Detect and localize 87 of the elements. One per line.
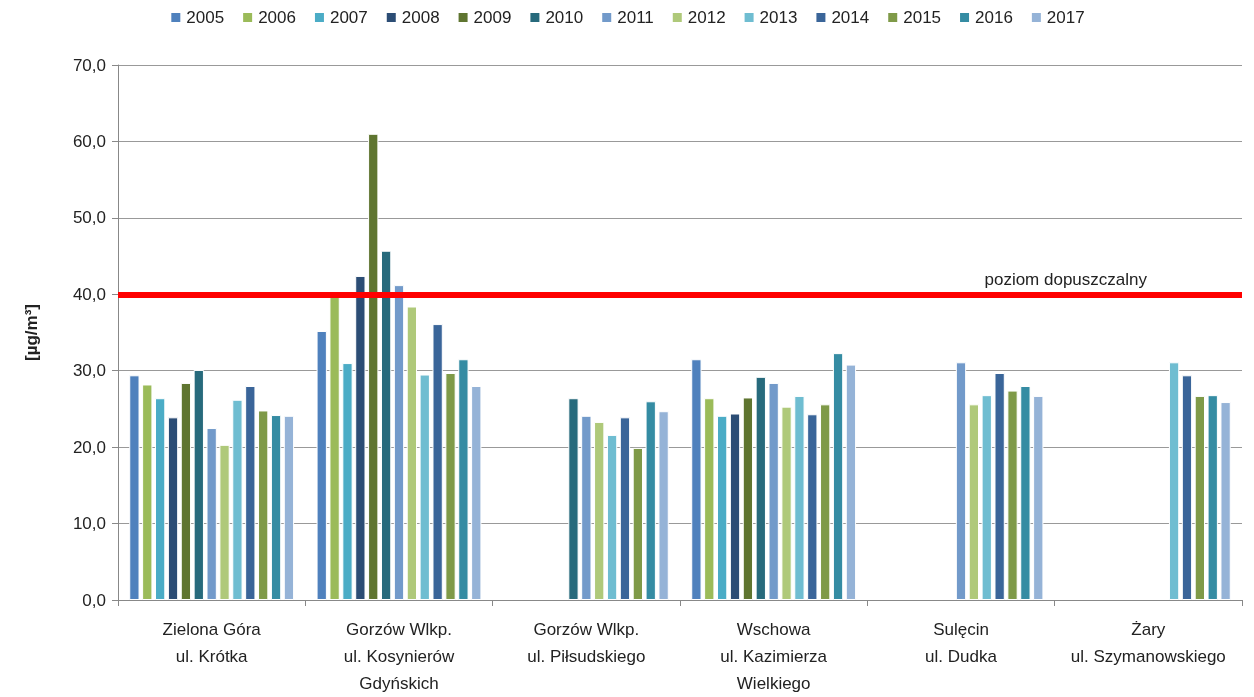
bar	[1181, 375, 1193, 600]
bar	[845, 364, 857, 600]
bar	[129, 375, 140, 600]
bar	[155, 398, 166, 600]
bar	[355, 275, 366, 600]
bar	[445, 373, 456, 600]
bar	[283, 415, 295, 600]
bar	[471, 386, 482, 600]
bar	[167, 417, 179, 600]
y-tick-label: 30,0	[72, 361, 106, 381]
legend-label: 2008	[401, 8, 440, 27]
bar	[994, 373, 1005, 600]
x-tick-label: Zielona Góra ul. Krótka	[162, 620, 262, 666]
legend-label: 2015	[903, 8, 942, 27]
bar	[368, 133, 379, 600]
legend-label: 2005	[186, 8, 225, 27]
bar	[180, 382, 192, 600]
bar	[219, 444, 230, 600]
bar	[729, 413, 741, 600]
bar	[258, 410, 269, 600]
bar	[393, 285, 405, 600]
bar	[1033, 395, 1044, 600]
bar	[981, 395, 992, 600]
y-tick-label: 0,0	[82, 590, 106, 610]
bar	[270, 415, 282, 600]
bar	[717, 415, 728, 600]
bar	[807, 414, 818, 600]
bar	[1007, 390, 1018, 600]
bar	[245, 386, 256, 600]
bar	[594, 421, 605, 600]
legend-label: 2016	[975, 8, 1013, 27]
bar	[419, 374, 430, 600]
bar	[645, 401, 656, 600]
bar	[742, 397, 754, 600]
bar	[968, 404, 980, 600]
bar	[691, 359, 702, 600]
y-tick-label: 40,0	[72, 284, 106, 304]
y-axis-title: [µg/m³]	[22, 303, 41, 362]
legend-label: 2007	[329, 8, 368, 27]
bar	[432, 324, 443, 600]
bar	[632, 447, 643, 600]
bar	[342, 363, 353, 600]
x-tick-label: Gorzów Wlkp. ul. Kosynierów Gdyńskich	[343, 620, 455, 693]
legend-label: 2011	[617, 8, 654, 27]
bar	[193, 369, 204, 600]
y-tick-label: 70,0	[72, 55, 106, 75]
bar	[380, 250, 392, 600]
x-tick-label: Sulęcin ul. Dudka	[925, 620, 998, 666]
y-tick-label: 10,0	[72, 514, 106, 534]
legend-label: 2010	[545, 8, 584, 27]
bar	[1207, 395, 1218, 600]
y-tick-label: 60,0	[72, 131, 106, 151]
bar	[794, 395, 805, 600]
legend-label: 2006	[258, 8, 296, 27]
bar	[1168, 362, 1180, 600]
legend-label: 2013	[759, 8, 798, 27]
bar	[619, 417, 631, 600]
bar	[832, 353, 844, 600]
legend-label: 2009	[473, 8, 512, 27]
bar	[768, 382, 779, 600]
bar	[568, 398, 579, 600]
bar	[206, 428, 217, 600]
bar	[820, 404, 831, 600]
x-tick-label: Wschowa ul. Kazimierza Wielkiego	[720, 620, 828, 693]
bar	[606, 434, 618, 600]
ref-line-label: poziom dopuszczalny	[984, 270, 1148, 290]
bar	[406, 306, 418, 600]
bar	[955, 362, 967, 600]
bar	[704, 398, 715, 600]
legend-label: 2012	[687, 8, 726, 27]
bar	[581, 415, 592, 600]
legend-label: 2017	[1046, 8, 1085, 27]
bar	[1194, 395, 1205, 600]
bar	[781, 406, 792, 600]
bar	[658, 411, 669, 600]
legend-label: 2014	[831, 8, 870, 27]
y-tick-label: 20,0	[72, 437, 106, 457]
bar	[755, 376, 766, 600]
bar	[1020, 386, 1031, 600]
y-tick-label: 50,0	[72, 208, 106, 228]
bar	[316, 330, 327, 600]
bar	[1220, 402, 1231, 600]
bar	[142, 384, 153, 600]
x-tick-label: Gorzów Wlkp. ul. Piłsudskiego	[527, 620, 646, 666]
bar	[458, 359, 469, 600]
x-tick-label: Żary ul. Szymanowskiego	[1070, 620, 1226, 666]
bar	[232, 399, 243, 600]
